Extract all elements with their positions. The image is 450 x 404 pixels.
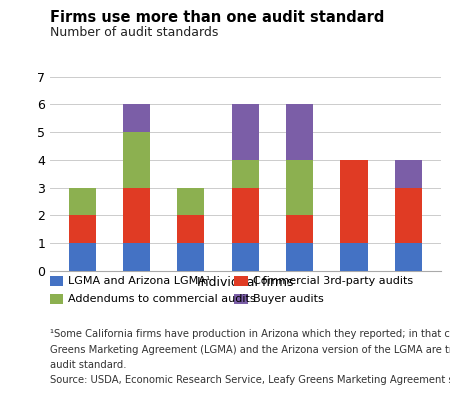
Bar <box>177 243 204 271</box>
Bar <box>177 215 204 243</box>
Text: Addendums to commercial audits: Addendums to commercial audits <box>68 294 256 304</box>
Bar <box>340 160 368 243</box>
Bar <box>232 243 259 271</box>
Bar <box>68 187 96 215</box>
Text: Greens Marketing Agreement (LGMA) and the Arizona version of the LGMA are treate: Greens Marketing Agreement (LGMA) and th… <box>50 345 450 355</box>
X-axis label: Individual firms: Individual firms <box>197 276 293 289</box>
Text: Commercial 3rd-party audits: Commercial 3rd-party audits <box>253 276 413 286</box>
Bar <box>177 187 204 215</box>
Bar <box>68 215 96 243</box>
Bar <box>395 160 422 187</box>
Bar <box>286 160 313 215</box>
Text: Source: USDA, Economic Research Service, Leafy Greens Marketing Agreement survey: Source: USDA, Economic Research Service,… <box>50 375 450 385</box>
Bar <box>232 105 259 160</box>
Bar <box>232 187 259 243</box>
Text: ¹Some California firms have production in Arizona which they reported; in that c: ¹Some California firms have production i… <box>50 329 450 339</box>
Bar <box>123 132 150 187</box>
Text: audit standard.: audit standard. <box>50 360 126 370</box>
Bar <box>286 105 313 160</box>
Bar <box>123 243 150 271</box>
Bar <box>286 243 313 271</box>
Bar <box>340 243 368 271</box>
Text: Buyer audits: Buyer audits <box>253 294 324 304</box>
Bar <box>123 187 150 243</box>
Bar <box>232 160 259 187</box>
Text: LGMA and Arizona LGMA¹: LGMA and Arizona LGMA¹ <box>68 276 211 286</box>
Bar <box>68 243 96 271</box>
Text: Firms use more than one audit standard: Firms use more than one audit standard <box>50 10 384 25</box>
Bar <box>395 243 422 271</box>
Bar <box>123 105 150 132</box>
Bar <box>286 215 313 243</box>
Text: Number of audit standards: Number of audit standards <box>50 26 218 39</box>
Bar <box>395 187 422 243</box>
